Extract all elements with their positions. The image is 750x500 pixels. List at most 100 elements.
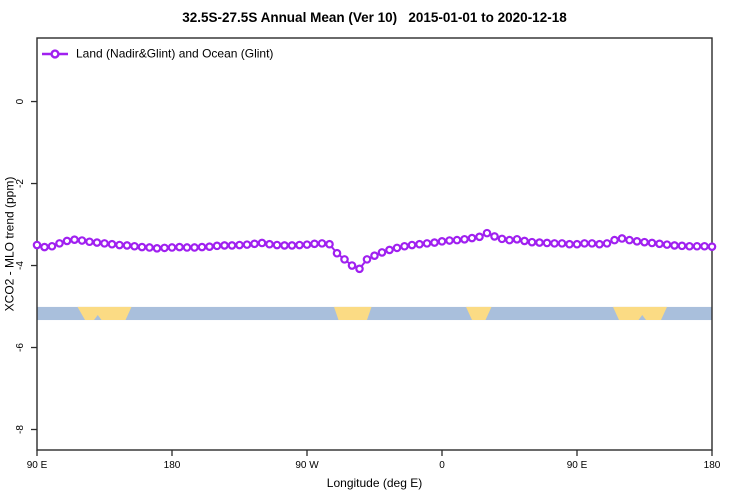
data-point-marker bbox=[565, 239, 574, 249]
data-point-marker bbox=[347, 261, 357, 270]
data-point-marker bbox=[377, 248, 387, 257]
x-tick-label: 90 E bbox=[567, 460, 588, 471]
data-point-marker bbox=[445, 236, 454, 245]
data-point-marker bbox=[55, 239, 64, 248]
data-point-marker bbox=[227, 241, 237, 250]
data-point-marker bbox=[460, 234, 469, 244]
data-point-marker bbox=[190, 243, 199, 252]
data-point-marker bbox=[475, 232, 484, 242]
x-tick-label: 90 E bbox=[27, 460, 48, 471]
data-point-marker bbox=[182, 243, 192, 252]
data-point-marker bbox=[280, 241, 289, 250]
data-point-marker bbox=[482, 228, 492, 238]
data-point-marker bbox=[310, 239, 319, 249]
data-point-marker bbox=[392, 243, 402, 253]
x-axis-title: Longitude (deg E) bbox=[326, 476, 423, 490]
data-point-marker bbox=[152, 244, 162, 253]
land-band-segment bbox=[334, 306, 372, 321]
data-point-marker bbox=[85, 237, 94, 247]
y-axis-title-text: XCO2 - MLO trend (ppm) bbox=[2, 176, 17, 312]
data-point-marker bbox=[437, 237, 447, 246]
data-point-marker bbox=[640, 237, 649, 247]
data-point-marker bbox=[692, 241, 702, 251]
data-point-marker bbox=[70, 235, 79, 244]
y-tick-label: -4 bbox=[15, 261, 26, 270]
data-point-marker bbox=[572, 239, 582, 249]
data-point-marker bbox=[92, 238, 102, 247]
data-point-marker bbox=[197, 242, 207, 252]
data-point-marker bbox=[685, 241, 694, 251]
y-axis-title: XCO2 - MLO trend (ppm) bbox=[0, 38, 18, 450]
data-point-marker bbox=[700, 241, 709, 251]
x-tick-label: 180 bbox=[164, 460, 181, 471]
y-tick-label: -6 bbox=[15, 343, 26, 352]
data-point-marker bbox=[325, 239, 334, 249]
data-point-marker bbox=[340, 255, 349, 264]
data-point-marker bbox=[527, 237, 537, 247]
data-point-marker bbox=[670, 241, 679, 250]
data-point-marker bbox=[655, 239, 664, 249]
data-point-marker bbox=[47, 241, 57, 251]
data-point-marker bbox=[647, 238, 657, 248]
chart-title: 32.5S-27.5S Annual Mean (Ver 10) 2015-01… bbox=[182, 10, 567, 25]
data-point-marker bbox=[272, 240, 282, 250]
data-point-marker bbox=[317, 239, 327, 248]
data-point-marker bbox=[505, 235, 514, 245]
data-point-marker bbox=[145, 243, 154, 252]
data-point-marker bbox=[595, 239, 604, 249]
data-point-marker bbox=[580, 239, 589, 248]
data-point-marker bbox=[167, 243, 177, 252]
data-point-marker bbox=[107, 239, 117, 249]
legend-marker-circle bbox=[50, 49, 60, 59]
data-point-marker bbox=[512, 234, 522, 244]
data-point-marker bbox=[242, 240, 252, 249]
data-point-marker bbox=[332, 248, 342, 258]
x-tick-label: 0 bbox=[439, 460, 445, 471]
land-band-segment bbox=[613, 306, 667, 321]
data-point-marker bbox=[407, 240, 417, 250]
data-point-marker bbox=[40, 242, 49, 252]
land-band-segment bbox=[77, 306, 132, 321]
data-point-marker bbox=[355, 264, 364, 274]
data-point-marker bbox=[415, 239, 424, 249]
data-point-marker bbox=[467, 233, 477, 243]
data-point-marker bbox=[632, 237, 642, 246]
data-point-marker bbox=[422, 239, 432, 248]
data-point-marker bbox=[62, 236, 72, 246]
data-point-marker bbox=[535, 238, 544, 247]
data-point-marker bbox=[520, 236, 529, 246]
data-point-marker bbox=[32, 240, 42, 250]
x-tick-label: 180 bbox=[704, 460, 721, 471]
data-point-marker bbox=[130, 241, 139, 251]
data-point-marker bbox=[452, 235, 462, 245]
data-point-marker bbox=[175, 242, 184, 252]
x-tick-label: 90 W bbox=[295, 460, 319, 471]
data-point-marker bbox=[205, 242, 214, 251]
y-tick-label: -2 bbox=[15, 179, 26, 188]
data-point-marker bbox=[295, 240, 304, 250]
data-point-marker bbox=[362, 255, 372, 264]
data-point-marker bbox=[220, 241, 229, 250]
data-point-marker bbox=[160, 243, 169, 253]
data-point-marker bbox=[707, 242, 717, 251]
data-point-marker bbox=[497, 234, 507, 244]
data-point-marker bbox=[385, 245, 394, 255]
data-point-marker bbox=[137, 242, 147, 252]
data-point-marker bbox=[430, 238, 439, 247]
data-point-marker bbox=[235, 240, 244, 250]
data-point-marker bbox=[100, 239, 109, 248]
data-point-marker bbox=[122, 241, 132, 250]
data-point-marker bbox=[287, 241, 297, 250]
legend-label: Land (Nadir&Glint) and Ocean (Glint) bbox=[76, 46, 274, 61]
data-point-marker bbox=[617, 234, 627, 243]
land-band-segment bbox=[466, 306, 492, 321]
data-point-marker bbox=[400, 241, 409, 251]
data-point-marker bbox=[265, 239, 274, 249]
data-point-marker bbox=[212, 241, 222, 251]
data-point-marker bbox=[250, 239, 259, 249]
data-point-marker bbox=[602, 239, 612, 248]
data-point-marker bbox=[370, 251, 379, 260]
data-point-marker bbox=[257, 238, 267, 248]
